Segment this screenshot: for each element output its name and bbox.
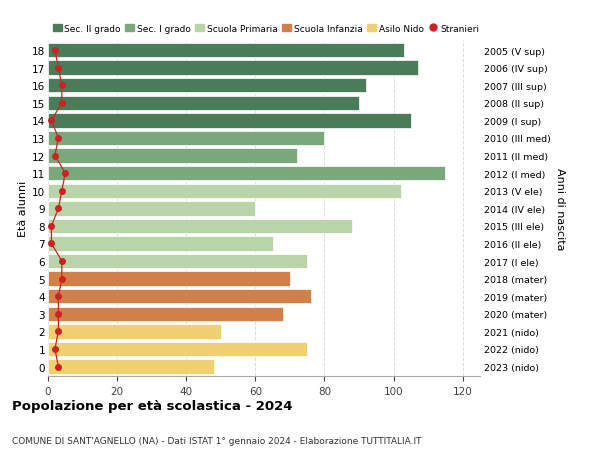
Bar: [48, 62, 418, 76]
Text: COMUNE DI SANT'AGNELLO (NA) - Dati ISTAT 1° gennaio 2024 - Elaborazione TUTTITAL: COMUNE DI SANT'AGNELLO (NA) - Dati ISTAT…: [12, 436, 421, 445]
Bar: [48, 149, 297, 163]
Y-axis label: Età alunni: Età alunni: [18, 181, 28, 237]
Bar: [48, 44, 404, 58]
Bar: [48, 219, 352, 234]
Bar: [48, 96, 359, 111]
Text: Popolazione per età scolastica - 2024: Popolazione per età scolastica - 2024: [12, 399, 293, 412]
Bar: [48, 342, 307, 356]
Bar: [48, 254, 307, 269]
Bar: [48, 237, 272, 251]
Bar: [48, 325, 221, 339]
Bar: [48, 289, 311, 304]
Y-axis label: Anni di nascita: Anni di nascita: [555, 168, 565, 250]
Bar: [48, 79, 366, 93]
Bar: [48, 167, 445, 181]
Bar: [48, 272, 290, 286]
Bar: [48, 359, 214, 374]
Legend: Sec. II grado, Sec. I grado, Scuola Primaria, Scuola Infanzia, Asilo Nido, Stran: Sec. II grado, Sec. I grado, Scuola Prim…: [53, 24, 479, 34]
Bar: [48, 202, 256, 216]
Bar: [48, 307, 283, 321]
Bar: [48, 114, 411, 129]
Bar: [48, 131, 325, 146]
Bar: [48, 184, 401, 198]
